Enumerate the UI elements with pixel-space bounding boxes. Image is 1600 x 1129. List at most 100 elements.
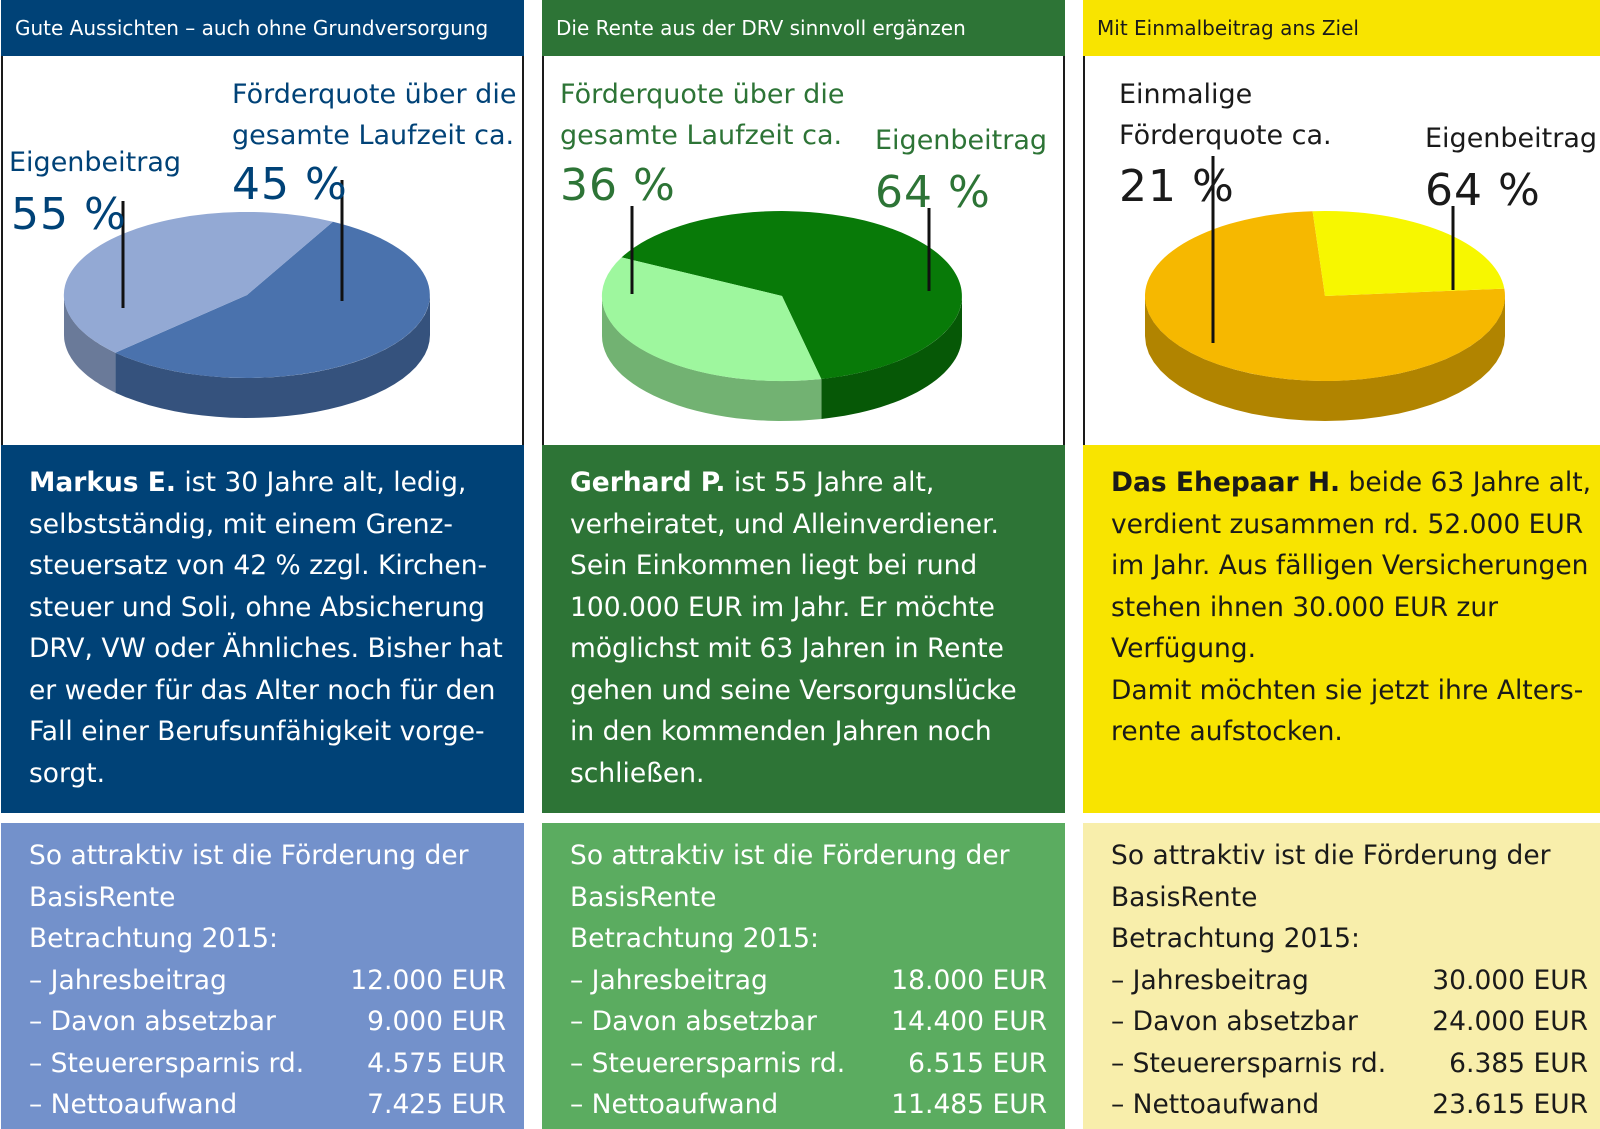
calc-label: – Davon absetzbar	[1111, 1006, 1358, 1037]
calc-row: – Nettoaufwand 11.485 EUR	[570, 1084, 1047, 1126]
calc-row: – Davon absetzbar 9.000 EUR	[29, 1001, 506, 1043]
case-name: Markus E.	[29, 467, 176, 498]
left-label-line: gesamte Laufzeit ca.	[560, 120, 843, 151]
right-value: 64 %	[875, 167, 991, 218]
calc-label: – Steuerersparnis rd.	[570, 1047, 846, 1079]
calc-row: – Nettoaufwand 7.425 EUR	[29, 1084, 506, 1126]
desc-line: steuer und Soli, ohne Absicherung	[29, 591, 485, 623]
desc-line: Sein Einkommen liegt bei rund	[570, 550, 978, 581]
left-label: Einmalige Förderquote ca.	[1119, 74, 1332, 156]
case-name: Das Ehepaar H.	[1111, 467, 1341, 498]
calc-label: – Jahresbeitrag	[29, 964, 227, 996]
calc-title: BasisRente	[570, 881, 717, 913]
right-value: 45 %	[232, 159, 348, 210]
pie-chart-panel: Eigenbeitrag 55 % Förderquote über die g…	[1, 56, 524, 445]
pie-slice	[601, 257, 822, 382]
pie-chart	[601, 206, 962, 421]
pie-slice	[621, 211, 962, 379]
pie-side-wall	[115, 295, 431, 418]
divider	[542, 813, 1065, 823]
panel-header: Mit Einmalbeitrag ans Ziel	[1083, 0, 1600, 56]
calc-title: So attraktiv ist die Förderung der	[29, 840, 469, 871]
desc-line: steuersatz von 42 % zzgl. Kirchen-	[29, 550, 488, 581]
desc-line: Damit möchten sie jetzt ihre Alters-	[1111, 674, 1584, 706]
calc-label: – Davon absetzbar	[29, 1006, 276, 1037]
desc-line: Fall einer Berufsunfähigkeit vorge-	[29, 716, 485, 747]
calc-label: – Davon absetzbar	[570, 1006, 817, 1037]
calc-title: So attraktiv ist die Förderung der	[1111, 840, 1551, 871]
case-description: Das Ehepaar H. beide 63 Jahre alt, verdi…	[1083, 445, 1600, 813]
calc-value: 14.400 EUR	[891, 1006, 1047, 1037]
desc-text: beide 63 Jahre alt,	[1340, 467, 1592, 498]
pie-slice	[115, 221, 430, 378]
left-value: 36 %	[560, 160, 676, 211]
calc-title: Betrachtung 2015:	[570, 923, 819, 954]
calc-label: – Steuerersparnis rd.	[1111, 1047, 1387, 1079]
desc-text: ist 55 Jahre alt,	[725, 467, 935, 498]
case-name: Gerhard P.	[570, 467, 726, 498]
calc-label: – Jahresbeitrag	[1111, 964, 1309, 996]
right-label-line: Eigenbeitrag	[875, 125, 1048, 156]
right-label: Eigenbeitrag	[1425, 118, 1597, 159]
pie-side-wall	[64, 295, 116, 393]
pie-slice	[1312, 210, 1505, 296]
funding-calculation: So attraktiv ist die Förderung der Basis…	[542, 823, 1065, 1129]
calc-row: – Steuerersparnis rd. 6.385 EUR	[1111, 1043, 1588, 1085]
calc-row: – Jahresbeitrag 30.000 EUR	[1111, 960, 1588, 1002]
case-description: Gerhard P. ist 55 Jahre alt, verheiratet…	[542, 445, 1065, 813]
pie-chart-panel: Förderquote über die gesamte Laufzeit ca…	[542, 56, 1065, 445]
calc-row: – Davon absetzbar 14.400 EUR	[570, 1001, 1047, 1043]
pie-chart	[63, 180, 431, 418]
calc-value: 7.425 EUR	[367, 1089, 506, 1120]
divider	[1, 813, 524, 823]
right-value: 64 %	[1425, 165, 1541, 216]
case-description: Markus E. ist 30 Jahre alt, ledig, selbs…	[1, 445, 524, 813]
calc-title: BasisRente	[1111, 881, 1258, 913]
calc-value: 12.000 EUR	[350, 964, 506, 996]
calc-value: 30.000 EUR	[1432, 964, 1588, 996]
left-value: 55 %	[11, 189, 127, 240]
calc-label: – Nettoaufwand	[29, 1089, 238, 1120]
calc-row: – Jahresbeitrag 12.000 EUR	[29, 960, 506, 1002]
desc-line: Gerhard P. ist 55 Jahre alt,	[570, 462, 1065, 504]
pie-chart	[1144, 156, 1505, 421]
calc-value: 9.000 EUR	[367, 1006, 506, 1037]
panel-header: Die Rente aus der DRV sinnvoll ergänzen	[542, 0, 1065, 56]
pie-side-wall	[1145, 296, 1505, 421]
desc-line: Verfügung.	[1111, 633, 1257, 664]
desc-line: 100.000 EUR im Jahr. Er möchte	[570, 591, 995, 623]
calc-label: – Nettoaufwand	[570, 1089, 779, 1120]
calc-row: – Steuerersparnis rd. 4.575 EUR	[29, 1043, 506, 1085]
pie-slice	[1144, 211, 1505, 381]
calc-row: – Jahresbeitrag 18.000 EUR	[570, 960, 1047, 1002]
desc-line: gehen und seine Versorgunslücke	[570, 674, 1017, 706]
calc-title: Betrachtung 2015:	[1111, 923, 1360, 954]
desc-line: rente aufstocken.	[1111, 716, 1343, 747]
calc-value: 23.615 EUR	[1432, 1089, 1588, 1120]
desc-text: ist 30 Jahre alt, ledig,	[175, 467, 467, 498]
desc-line: schließen.	[570, 757, 705, 789]
divider	[1083, 813, 1600, 823]
pie-side-wall	[821, 296, 962, 419]
right-label: Förderquote über die gesamte Laufzeit ca…	[232, 74, 516, 156]
calc-value: 24.000 EUR	[1432, 1006, 1588, 1037]
calc-label: – Steuerersparnis rd.	[29, 1047, 305, 1079]
desc-line: in den kommenden Jahren noch	[570, 716, 992, 747]
calc-row: – Nettoaufwand 23.615 EUR	[1111, 1084, 1588, 1126]
calc-value: 4.575 EUR	[367, 1047, 506, 1079]
desc-line: sorgt.	[29, 757, 106, 789]
left-value: 21 %	[1119, 161, 1235, 212]
calc-title: BasisRente	[29, 881, 176, 913]
funding-calculation: So attraktiv ist die Förderung der Basis…	[1083, 823, 1600, 1129]
desc-line: verheiratet, und Alleinverdiener.	[570, 508, 999, 540]
calc-row: – Steuerersparnis rd. 6.515 EUR	[570, 1043, 1047, 1085]
pie-side-wall	[602, 296, 822, 421]
left-label-line: Eigenbeitrag	[9, 147, 182, 178]
funding-calculation: So attraktiv ist die Förderung der Basis…	[1, 823, 524, 1129]
calc-label: – Nettoaufwand	[1111, 1089, 1320, 1120]
desc-line: im Jahr. Aus fälligen Versicherungen	[1111, 550, 1589, 581]
desc-line: Markus E. ist 30 Jahre alt, ledig,	[29, 462, 524, 504]
panel-ehepaar: Mit Einmalbeitrag ans Ziel Einmalige För…	[1083, 0, 1600, 1129]
calc-value: 6.515 EUR	[908, 1047, 1047, 1079]
calc-title: Betrachtung 2015:	[29, 923, 278, 954]
